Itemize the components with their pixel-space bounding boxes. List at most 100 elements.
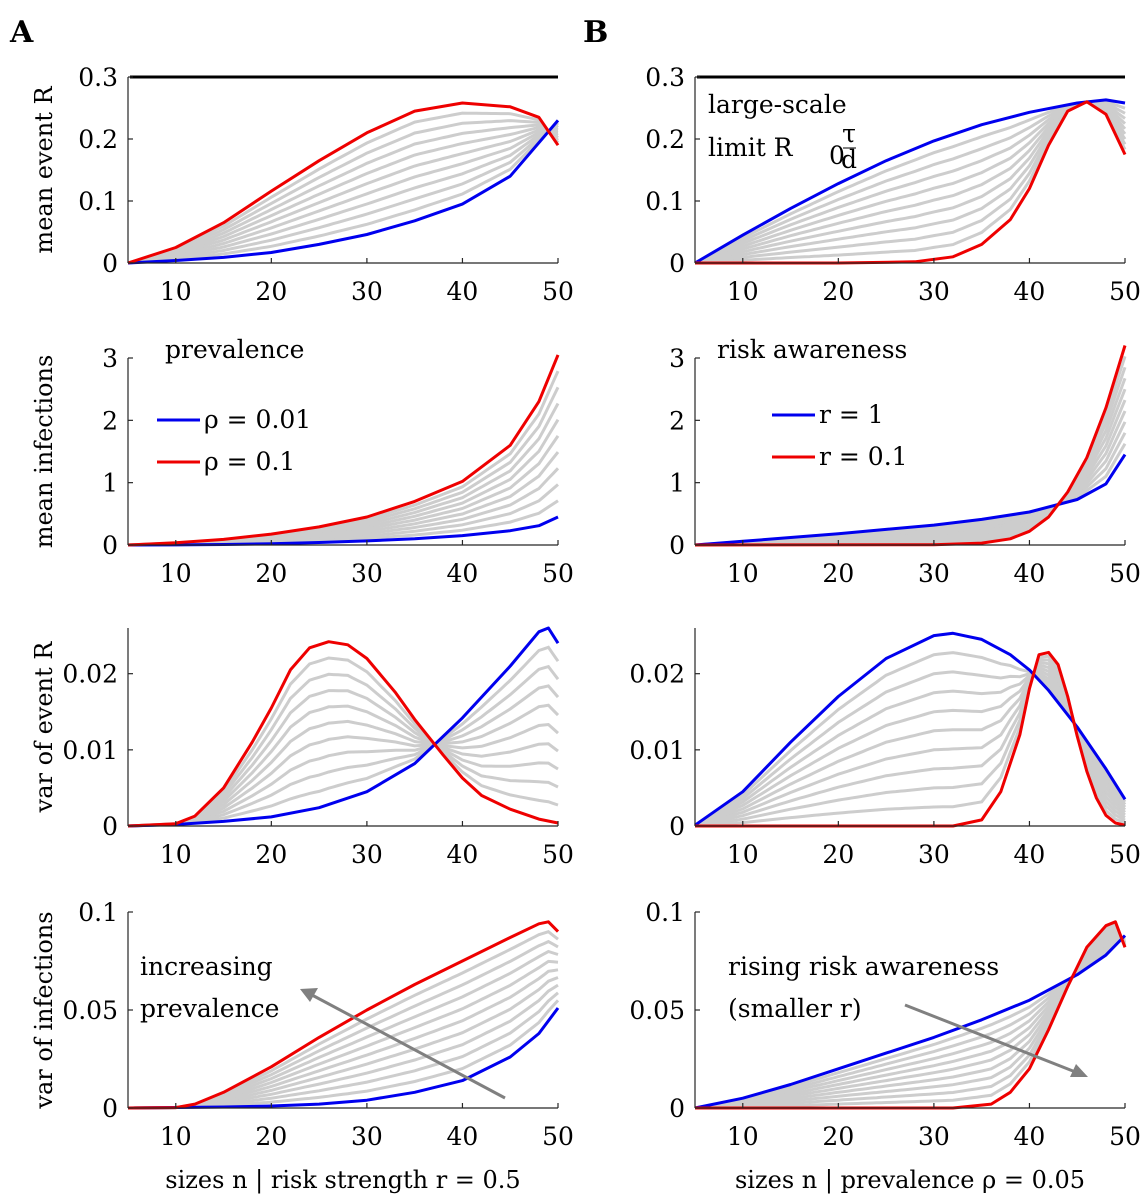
annotation: increasing prevalence — [140, 952, 506, 1100]
arrow-shaft — [311, 993, 506, 1100]
y-tick-label: 0.01 — [62, 736, 118, 765]
annotation: rising risk awareness (smaller r) — [728, 952, 1088, 1077]
intermediate-curve — [127, 123, 559, 265]
legend-entry: ρ = 0.01 — [204, 405, 311, 434]
x-axis-label: sizes n | prevalence ρ = 0.05 — [735, 1166, 1085, 1195]
intermediate-curve — [694, 100, 1126, 265]
y-tick-label: 0 — [669, 1094, 685, 1123]
x-tick-label: 50 — [542, 559, 574, 588]
y-axis-label: var of event R — [30, 641, 58, 814]
x-tick-label: 10 — [727, 840, 759, 869]
intermediate-curve — [694, 665, 1127, 828]
annotation-line2: (smaller r) — [728, 994, 862, 1023]
y-tick-label: 0.3 — [645, 63, 685, 92]
x-tick-label: 40 — [447, 840, 479, 869]
intermediate-curve — [694, 399, 1127, 547]
intermediate-curve — [694, 100, 1127, 265]
y-tick-label: 0.1 — [78, 898, 118, 927]
x-tick-label: 50 — [1109, 277, 1141, 306]
x-tick-label: 10 — [160, 277, 192, 306]
intermediate-curve — [695, 355, 1127, 547]
x-tick-label: 30 — [918, 277, 950, 306]
x-tick-label: 10 — [727, 559, 759, 588]
intermediate-curve — [127, 125, 559, 265]
y-tick-label: 0.3 — [78, 63, 118, 92]
intermediate-curve — [127, 124, 559, 265]
x-tick-label: 30 — [351, 277, 383, 306]
intermediate-curve — [694, 651, 1127, 827]
x-tick-label: 30 — [918, 1122, 950, 1151]
series-red — [695, 920, 1127, 1110]
intermediate-curves — [694, 651, 1127, 828]
legend-entry: ρ = 0.1 — [204, 447, 295, 476]
intermediate-curve — [694, 100, 1127, 265]
y-axis-label: var of infections — [30, 911, 58, 1109]
intermediate-curve — [694, 660, 1126, 828]
legend-entry: r = 1 — [819, 400, 884, 429]
series-red — [127, 640, 559, 828]
x-tick-label: 20 — [255, 840, 287, 869]
annotation-fraction-denominator: d — [841, 145, 857, 174]
intermediate-curve — [694, 654, 1126, 828]
intermediate-curve — [694, 936, 1126, 1110]
x-tick-label: 40 — [1014, 559, 1046, 588]
y-tick-label: 3 — [669, 344, 685, 373]
intermediate-curve — [127, 126, 559, 265]
annotation: large-scale limit R 0τd — [708, 90, 857, 174]
x-tick-label: 10 — [160, 840, 192, 869]
intermediate-curve — [694, 658, 1126, 828]
intermediate-curve — [694, 410, 1127, 547]
y-tick-label: 0 — [102, 812, 118, 841]
subplot-b4: 10 20 30 40 50 0 0.05 0.1 sizes n | prevalence ρ… — [629, 898, 1141, 1195]
intermediate-curve — [127, 111, 560, 265]
panel-label-a: A — [9, 15, 34, 50]
series-blue — [127, 626, 560, 828]
x-tick-label: 10 — [160, 559, 192, 588]
series-red — [695, 650, 1126, 828]
x-tick-label: 20 — [822, 840, 854, 869]
y-tick-label: 0.02 — [62, 660, 118, 689]
intermediate-curve — [694, 663, 1126, 828]
y-axis-label: mean event R — [30, 86, 58, 254]
subplot-a1: 10 20 30 40 50 0 0.1 0.2 0.3 mean event R — [30, 63, 574, 306]
x-tick-label: 50 — [542, 840, 574, 869]
x-tick-label: 50 — [1109, 840, 1141, 869]
y-tick-label: 0.05 — [629, 996, 685, 1025]
subplot-a4: 10 20 30 40 50 0 0.05 0.1 var of infections sizes… — [30, 898, 574, 1195]
series-red — [694, 345, 1127, 547]
x-tick-label: 10 — [727, 277, 759, 306]
arrow-shaft — [904, 1003, 1079, 1075]
intermediate-curve — [127, 689, 559, 828]
x-tick-label: 20 — [822, 277, 854, 306]
y-tick-label: 0 — [669, 249, 685, 278]
annotation-line2: prevalence — [140, 994, 279, 1023]
y-tick-label: 0 — [669, 531, 685, 560]
y-tick-label: 0.05 — [62, 996, 118, 1025]
annotation-subscript: 0 — [829, 141, 845, 170]
panel-label-b: B — [583, 15, 608, 50]
intermediate-curve — [694, 668, 1127, 827]
series-red — [695, 100, 1127, 265]
intermediate-curve — [694, 929, 1127, 1110]
x-tick-label: 50 — [1109, 559, 1141, 588]
y-tick-label: 0 — [102, 249, 118, 278]
intermediate-curve — [694, 935, 1126, 1110]
x-tick-label: 40 — [447, 559, 479, 588]
intermediate-curve — [694, 100, 1127, 265]
subplot-b3: 10 20 30 40 50 0 0.01 0.02 — [629, 628, 1141, 869]
legend: risk awareness r = 1 r = 0.1 — [717, 335, 908, 471]
x-tick-label: 10 — [727, 1122, 759, 1151]
intermediate-curve — [694, 931, 1126, 1110]
intermediate-curve — [694, 100, 1127, 265]
x-tick-label: 30 — [351, 559, 383, 588]
intermediate-curve — [127, 121, 560, 265]
subplot-a2: 10 20 30 40 50 0 1 2 3 mean infections prevalence ρ… — [30, 335, 574, 588]
y-tick-label: 2 — [669, 406, 685, 435]
x-tick-label: 20 — [255, 277, 287, 306]
intermediate-curve — [694, 366, 1127, 547]
legend: prevalence ρ = 0.01 ρ = 0.1 — [157, 335, 311, 476]
series-blue — [694, 934, 1127, 1110]
